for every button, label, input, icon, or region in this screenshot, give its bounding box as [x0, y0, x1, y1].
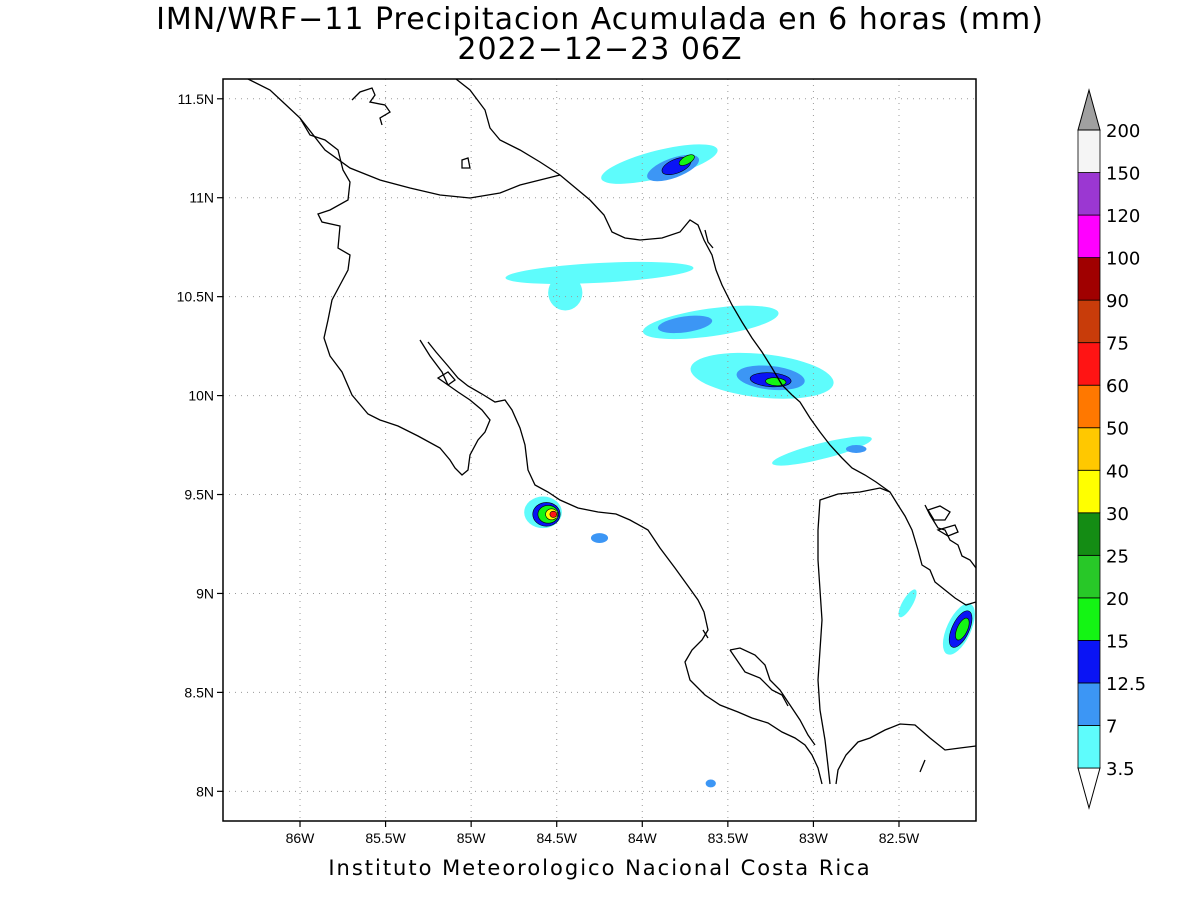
precipitation-layer: [505, 144, 975, 788]
coastline: [247, 79, 976, 785]
chart-title: IMN/WRF−11 Precipitacion Acumulada en 6 …: [156, 2, 1044, 37]
x-tick-label: 85.5W: [365, 830, 406, 846]
colorbar-label: 200: [1106, 121, 1140, 142]
colorbar-label: 12.5: [1106, 674, 1146, 695]
colorbar-label: 7: [1106, 716, 1117, 737]
colorbar-swatch: [1077, 469, 1101, 514]
colorbar-swatch: [1077, 129, 1101, 173]
colorbar-label: 120: [1106, 206, 1140, 227]
colorbar-legend: 3.5 7 12.5 15 20 25 30 40 50 60 75 90 100 120 150 200: [1077, 88, 1146, 810]
colorbar-label: 60: [1106, 376, 1129, 397]
precip-cell: [657, 315, 713, 334]
x-tick-label: 83W: [799, 830, 829, 846]
colorbar-swatch: [1077, 172, 1101, 216]
precip-cell: [548, 274, 583, 311]
y-tick-label: 9N: [196, 585, 214, 601]
colorbar-min-arrow: [1077, 767, 1101, 810]
y-tick-label: 10N: [188, 388, 214, 404]
colorbar-label: 90: [1106, 291, 1129, 312]
colorbar-swatch: [1077, 214, 1101, 258]
y-tick-label: 8N: [196, 783, 214, 799]
x-tick-label: 82.5W: [879, 830, 920, 846]
x-tick-label: 83.5W: [708, 830, 749, 846]
x-tick-label: 86W: [286, 830, 316, 846]
colorbar-swatch: [1077, 299, 1101, 344]
colorbar-label: 20: [1106, 589, 1129, 610]
colorbar-swatch: [1077, 640, 1101, 684]
colorbar-label: 75: [1106, 334, 1129, 355]
y-tick-label: 9.5N: [184, 487, 214, 503]
longitude-axis: 86W 85.5W 85W 84.5W 84W 83.5W 83W 82.5W: [286, 821, 920, 846]
y-tick-label: 11N: [189, 190, 214, 206]
precip-cell: [505, 261, 694, 284]
precip-cell: [549, 510, 558, 518]
colorbar-swatch: [1077, 427, 1101, 471]
plot-frame: [222, 78, 977, 822]
precip-cell: [898, 589, 917, 618]
colorbar-label: 150: [1106, 164, 1140, 185]
colorbar-swatch: [1077, 257, 1101, 301]
colorbar-label: 40: [1106, 461, 1129, 482]
precip-cell: [590, 533, 609, 543]
precip-cell: [845, 445, 867, 453]
colorbar-max-arrow: [1077, 88, 1101, 131]
precip-cell: [678, 154, 695, 166]
y-tick-label: 11.5N: [178, 91, 214, 107]
y-tick-label: 8.5N: [184, 684, 214, 700]
y-tick-label: 10.5N: [177, 289, 214, 305]
grid-lines: [223, 79, 976, 821]
colorbar-swatch: [1077, 725, 1101, 769]
x-tick-label: 84W: [628, 830, 658, 846]
colorbar-label: 15: [1106, 631, 1129, 652]
colorbar-swatch: [1077, 597, 1101, 641]
colorbar-swatch: [1077, 384, 1101, 429]
colorbar-label: 25: [1106, 546, 1129, 567]
colorbar-swatch: [1077, 342, 1101, 386]
colorbar-swatch: [1077, 682, 1101, 726]
latitude-axis: 11.5N 11N 10.5N 10N 9.5N 9N 8.5N 8N: [177, 91, 223, 799]
colorbar-swatch: [1077, 554, 1101, 599]
x-tick-label: 85W: [457, 830, 487, 846]
footer-credit: Instituto Meteorologico Nacional Costa R…: [328, 856, 872, 880]
precip-cell: [705, 779, 716, 788]
colorbar-label: 3.5: [1106, 759, 1135, 780]
x-tick-label: 84.5W: [536, 830, 577, 846]
chart-subtitle-timestamp: 2022−12−23 06Z: [457, 32, 743, 67]
colorbar-label: 30: [1106, 504, 1129, 525]
colorbar-label: 100: [1106, 249, 1140, 270]
precip-cell: [772, 436, 872, 466]
colorbar-swatch: [1077, 512, 1101, 556]
precip-cell: [955, 617, 970, 641]
colorbar-label: 50: [1106, 419, 1129, 440]
